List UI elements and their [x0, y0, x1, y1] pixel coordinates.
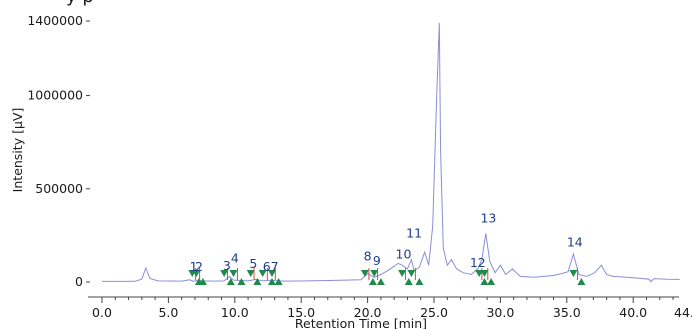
y-tick-label: 1000000: [27, 88, 83, 103]
x-tick-label: 5.0: [158, 305, 178, 320]
x-tick-label: 0.0: [92, 305, 112, 320]
peak-start-marker: [360, 270, 369, 277]
y-axis-ticks: 0 500000 1000000 1400000: [27, 13, 90, 289]
peak-label: 13: [480, 210, 496, 225]
peak-label: 4: [231, 250, 239, 265]
peak-label: 14: [567, 235, 583, 250]
peak-start-marker: [475, 270, 484, 277]
x-axis-title: Retention Time [min]: [295, 316, 427, 329]
peak-end-marker: [404, 278, 413, 285]
peak-end-marker: [487, 278, 496, 285]
peak-label: 3: [223, 258, 231, 273]
peak-start-marker: [258, 270, 267, 277]
peak-end-marker: [198, 278, 207, 285]
y-tick-label: 500000: [35, 181, 83, 196]
peak-end-marker: [267, 278, 276, 285]
y-axis-title: Intensity [µV]: [10, 108, 25, 193]
x-tick-label: 35.0: [553, 305, 581, 320]
peak-end-marker: [577, 278, 586, 285]
chromatogram-trace: [101, 22, 680, 283]
x-tick-label: 10.0: [221, 305, 249, 320]
peak-end-marker: [253, 278, 262, 285]
y-tick-label: 0: [75, 274, 83, 289]
peak-label: 9: [373, 253, 381, 268]
peak-start-marker: [480, 270, 489, 277]
y-tick-label: 1400000: [27, 13, 83, 28]
peak-label: 11: [406, 225, 422, 240]
peak-end-marker: [368, 278, 377, 285]
peak-end-marker: [237, 278, 246, 285]
peak-label: 2: [195, 259, 203, 274]
peak-label: 10: [396, 247, 412, 262]
peak-markers: [188, 268, 586, 285]
peak-label: 8: [364, 249, 372, 264]
peak-end-marker: [415, 278, 424, 285]
x-tick-label: 20.0: [354, 305, 382, 320]
peak-end-marker: [376, 278, 385, 285]
peak-label: 6: [263, 259, 271, 274]
peak-start-marker: [220, 270, 229, 277]
peak-start-marker: [229, 270, 238, 277]
peak-end-marker: [226, 278, 235, 285]
peak-label: 1: [190, 259, 198, 274]
peak-start-marker: [192, 270, 201, 277]
x-tick-label: 30.0: [486, 305, 514, 320]
peak-start-marker: [246, 270, 255, 277]
x-tick-label: 40.0: [619, 305, 647, 320]
peak-label: 5: [249, 256, 257, 271]
x-axis-ticks: 0.0 5.0 10.0 15.0 20.0 25.0 30.0 35.0 40.0: [92, 297, 674, 320]
peak-label: 12: [470, 255, 486, 270]
peak-end-marker: [480, 278, 489, 285]
peak-label: 7: [271, 259, 279, 274]
chart-title-fragment: y p: [66, 0, 94, 7]
x-tick-label: 15.0: [287, 305, 315, 320]
x-axis-end-label: 44.0: [674, 305, 692, 320]
peak-end-marker: [274, 278, 283, 285]
peak-start-marker: [398, 270, 407, 277]
peak-start-marker: [370, 270, 379, 277]
peak-start-marker: [407, 270, 416, 277]
peak-start-marker: [569, 270, 578, 277]
peak-start-marker: [267, 270, 276, 277]
x-tick-label: 25.0: [420, 305, 448, 320]
